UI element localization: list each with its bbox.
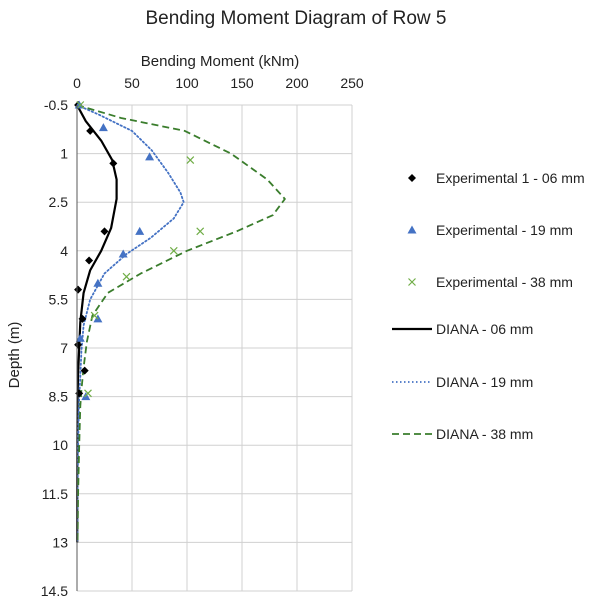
y-tick-label: 2.5 (49, 194, 69, 210)
series-1-point-3 (135, 226, 145, 235)
y-tick-labels: -0.5 1 2.5 4 5.5 7 8.5 10 11.5 13 14.5 (41, 97, 68, 599)
x-axis-label: Bending Moment (kNm) (141, 53, 299, 70)
y-tick-label: 7 (60, 340, 68, 356)
series-2-point-1 (186, 156, 195, 165)
series-0-point-4 (85, 256, 94, 265)
series-1-point-4 (118, 249, 128, 258)
x-tick-labels: 0 50 100 150 200 250 (73, 75, 364, 91)
series-1-point-5 (93, 278, 103, 287)
series-2-point-2 (196, 227, 205, 236)
x-tick-label: 50 (124, 75, 140, 91)
y-axis-label: Depth (m) (6, 322, 23, 389)
x-tick-label: 150 (230, 75, 254, 91)
legend: Experimental 1 - 06 mm Experimental - 19 … (392, 170, 585, 442)
series-0-point-8 (80, 366, 89, 375)
series-2-point-5 (90, 311, 99, 320)
y-tick-label: 10 (52, 437, 68, 453)
series-line-3 (76, 104, 118, 543)
legend-label-2: Experimental - 38 mm (436, 274, 573, 290)
legend-label-5: DIANA - 38 mm (436, 426, 533, 442)
series-layer (74, 100, 286, 544)
y-tick-label: 1 (60, 146, 68, 162)
series-line-5 (76, 104, 286, 543)
chart-title: Bending Moment Diagram of Row 5 (146, 8, 447, 29)
y-tick-label: 8.5 (49, 389, 69, 405)
y-tick-label: 4 (60, 243, 68, 259)
x-tick-label: 0 (73, 75, 81, 91)
grid-lines (76, 104, 353, 592)
y-tick-label: 11.5 (42, 486, 68, 502)
series-0-point-7 (74, 340, 83, 349)
y-tick-label: 14.5 (41, 583, 68, 599)
series-2-point-4 (122, 272, 131, 281)
x-tick-label: 200 (285, 75, 309, 91)
y-tick-label: -0.5 (44, 97, 68, 113)
legend-label-1: Experimental - 19 mm (436, 222, 573, 238)
x-tick-label: 100 (175, 75, 199, 91)
series-0-point-1 (86, 126, 95, 135)
series-0-point-2 (109, 159, 118, 168)
y-tick-label: 13 (52, 534, 68, 550)
series-0-point-6 (78, 314, 87, 323)
series-1-point-7 (75, 333, 85, 342)
legend-label-3: DIANA - 06 mm (436, 321, 533, 337)
series-0-point-5 (74, 285, 83, 294)
series-1-point-2 (145, 152, 155, 161)
x-tick-label: 250 (340, 75, 364, 91)
series-2-point-3 (169, 246, 178, 255)
legend-key-2 (408, 278, 416, 286)
legend-key-0 (408, 174, 416, 182)
legend-label-0: Experimental 1 - 06 mm (436, 170, 585, 186)
series-1-point-1 (98, 123, 108, 132)
y-tick-label: 5.5 (49, 291, 69, 307)
series-2-point-6 (84, 389, 92, 398)
series-0-point-3 (100, 227, 109, 236)
legend-label-4: DIANA - 19 mm (436, 374, 533, 390)
legend-key-1 (407, 225, 417, 234)
series-line-4 (76, 104, 185, 544)
series-2-point-0 (76, 101, 85, 109)
